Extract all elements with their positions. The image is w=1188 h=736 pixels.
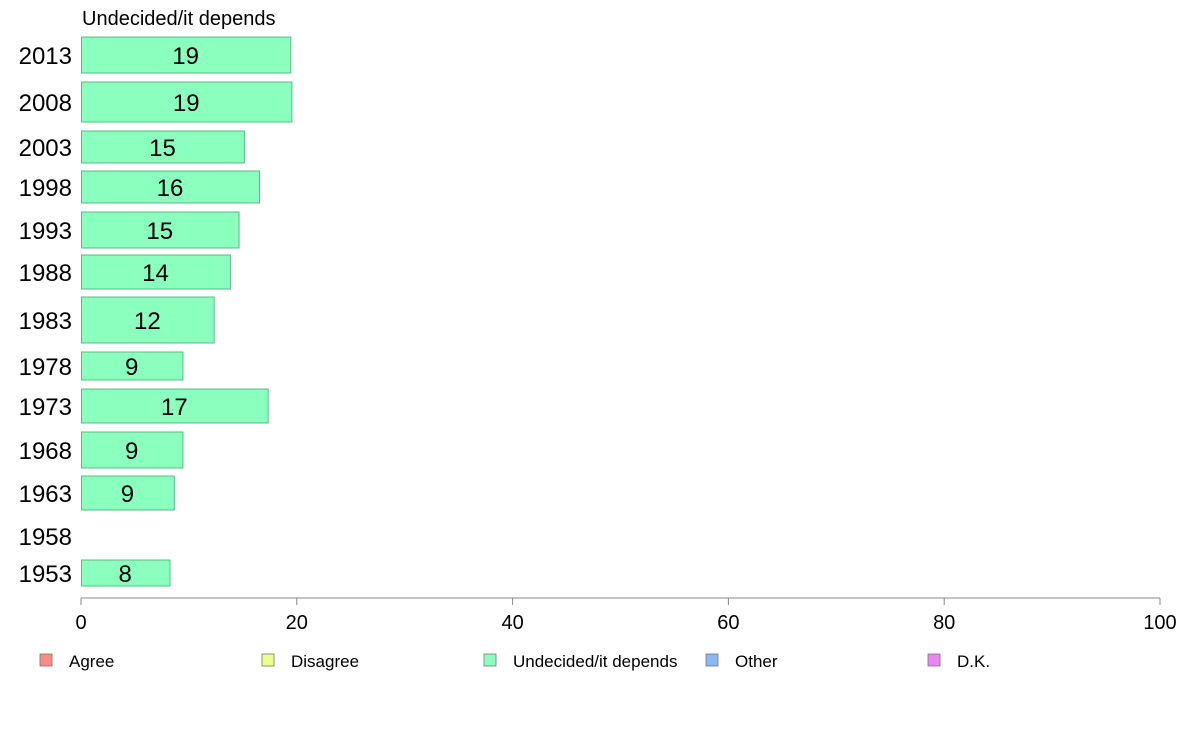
x-tick-label-40: 40	[501, 612, 523, 634]
x-tick-label-100: 100	[1143, 612, 1176, 634]
category-label-1973: 1973	[19, 394, 72, 421]
legend-swatch-other	[705, 653, 719, 667]
bar-1978	[81, 351, 184, 381]
bar-value-label-1973: 17	[161, 394, 188, 421]
bar-value-label-2008: 19	[173, 90, 200, 117]
legend-label-agree: Agree	[69, 652, 114, 671]
bar-2003	[81, 130, 245, 164]
legend-label-other: Other	[735, 652, 778, 671]
bar-value-label-1978: 9	[125, 354, 138, 381]
bar-value-label-2013: 19	[172, 43, 199, 70]
legend-swatch-d-k	[927, 653, 941, 667]
category-label-1993: 1993	[19, 218, 72, 245]
legend-label-d-k: D.K.	[957, 652, 990, 671]
category-label-2013: 2013	[19, 43, 72, 70]
bar-value-label-1998: 16	[157, 175, 184, 202]
bar-1993	[81, 211, 240, 249]
legend-swatch-disagree	[261, 653, 275, 667]
legend-label-disagree: Disagree	[291, 652, 359, 671]
bar-1953	[81, 559, 171, 587]
bar-value-label-1988: 14	[142, 260, 169, 287]
bar-value-label-1993: 15	[146, 218, 173, 245]
bar-2008	[81, 81, 293, 123]
bar-value-label-1963: 9	[121, 481, 134, 508]
series-title: Undecided/it depends	[82, 8, 275, 30]
bar-1973	[81, 388, 269, 424]
legend-swatch-agree	[39, 653, 53, 667]
legend-swatch-undecided-it-depends	[483, 653, 497, 667]
category-label-1978: 1978	[19, 354, 72, 381]
bar-value-label-1953: 8	[119, 561, 132, 588]
bar-value-label-1983: 12	[134, 308, 161, 335]
bar-1988	[81, 254, 231, 290]
category-label-1983: 1983	[19, 308, 72, 335]
x-tick-label-0: 0	[75, 612, 86, 634]
category-label-1998: 1998	[19, 175, 72, 202]
bar-1963	[81, 475, 175, 511]
bar-1968	[81, 431, 184, 469]
category-label-1963: 1963	[19, 481, 72, 508]
category-label-1953: 1953	[19, 561, 72, 588]
bar-2013	[81, 36, 292, 74]
x-tick-label-60: 60	[717, 612, 739, 634]
category-label-2003: 2003	[19, 135, 72, 162]
bar-1998	[81, 170, 261, 204]
category-label-2008: 2008	[19, 90, 72, 117]
category-label-1958: 1958	[19, 524, 72, 551]
x-tick-label-20: 20	[286, 612, 308, 634]
bar-value-label-1968: 9	[125, 438, 138, 465]
category-label-1968: 1968	[19, 438, 72, 465]
legend-label-undecided-it-depends: Undecided/it depends	[513, 652, 677, 671]
category-label-1988: 1988	[19, 260, 72, 287]
x-tick-label-80: 80	[933, 612, 955, 634]
bar-1983	[81, 296, 215, 344]
bar-value-label-2003: 15	[149, 135, 176, 162]
